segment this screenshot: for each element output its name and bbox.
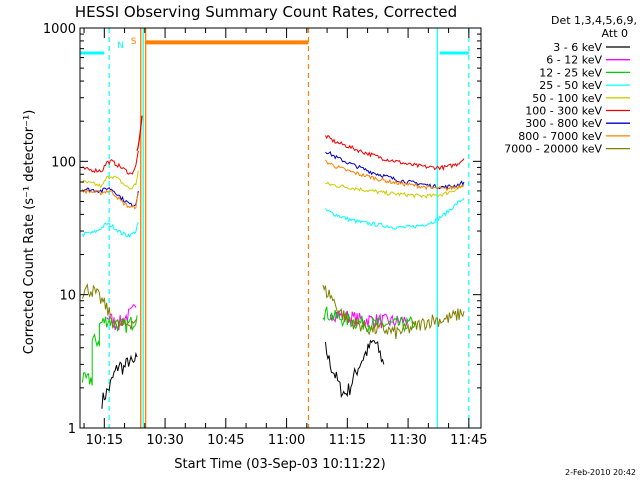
- chart-title: HESSI Observing Summary Count Rates, Cor…: [75, 3, 457, 21]
- series-100-300-kev: [82, 135, 465, 175]
- series-segment-0: [81, 170, 139, 190]
- x-tick-label-0: 10:15: [86, 433, 123, 448]
- series-300-800-kev: [82, 150, 465, 208]
- series-segment-0: [82, 186, 139, 208]
- series-segment-0: [81, 315, 138, 386]
- series-segment-0: [81, 221, 139, 239]
- legend-label-7: 800 - 7000 keV: [518, 130, 602, 143]
- legend-header-line-2: Att 0: [602, 27, 628, 40]
- night-label: N: [117, 41, 124, 51]
- legend-label-0: 3 - 6 keV: [553, 41, 602, 54]
- y-tick-label-3: 1000: [43, 22, 76, 37]
- series-segment-0: [81, 188, 139, 210]
- series-800-7000-kev: [81, 159, 465, 210]
- plot-frame: [79, 27, 482, 429]
- legend-label-6: 300 - 800 keV: [525, 117, 602, 130]
- legend-label-3: 25 - 50 keV: [539, 79, 602, 92]
- y-tick-label-0: 1: [68, 422, 76, 437]
- x-axis-label: Start Time (03-Sep-03 10:11:22): [174, 457, 385, 472]
- series-7000-20000-kev: [81, 283, 465, 339]
- x-tick-label-2: 10:45: [207, 433, 244, 448]
- axes: 1 10 100 1000 10:15 10:30 10:45 11:00 11:15 11:30…: [43, 22, 488, 448]
- legend-label-1: 6 - 12 keV: [546, 54, 602, 67]
- series-segment-1: [325, 135, 465, 172]
- x-tick-label-4: 11:15: [329, 433, 366, 448]
- series-segment-1: [325, 181, 465, 199]
- legend-label-2: 12 - 25 keV: [539, 66, 602, 79]
- series-segment-1: [325, 339, 385, 398]
- legend-label-4: 50 - 100 keV: [532, 92, 602, 105]
- series-segment-1: [322, 306, 416, 333]
- series-25-50-kev: [81, 197, 465, 239]
- timestamp: 2-Feb-2010 20:42: [565, 468, 636, 477]
- x-tick-label-5: 11:30: [389, 433, 426, 448]
- flare-rise: [136, 115, 143, 151]
- series-3-6-kev: [101, 339, 385, 409]
- y-tick-label-1: 10: [59, 289, 76, 304]
- series-segment-1: [325, 197, 465, 230]
- legend-label-8: 7000 - 20000 keV: [504, 143, 602, 156]
- series-segment-0: [82, 150, 139, 175]
- series-segment-1: [325, 159, 465, 192]
- series-segment-0: [106, 304, 137, 331]
- series-segment-1: [322, 284, 465, 339]
- legend-header-line-1: Det 1,3,4,5,6,9,: [551, 14, 637, 27]
- x-tick-label-3: 11:00: [268, 433, 305, 448]
- x-tick-label-1: 10:30: [146, 433, 183, 448]
- saa-label: S: [131, 37, 137, 47]
- y-tick-label-2: 100: [51, 155, 76, 170]
- series-12-25-kev: [81, 306, 416, 386]
- y-axis-label: Corrected Count Rate (s⁻¹ detector⁻¹): [22, 110, 37, 355]
- legend-label-5: 100 - 300 keV: [525, 105, 602, 118]
- series-segment-0: [101, 351, 138, 409]
- series-50-100-kev: [81, 170, 465, 199]
- x-tick-label-6: 11:45: [450, 433, 487, 448]
- series-segment-0: [81, 283, 137, 330]
- data-layer: [81, 115, 465, 409]
- series-segment-1: [325, 150, 465, 191]
